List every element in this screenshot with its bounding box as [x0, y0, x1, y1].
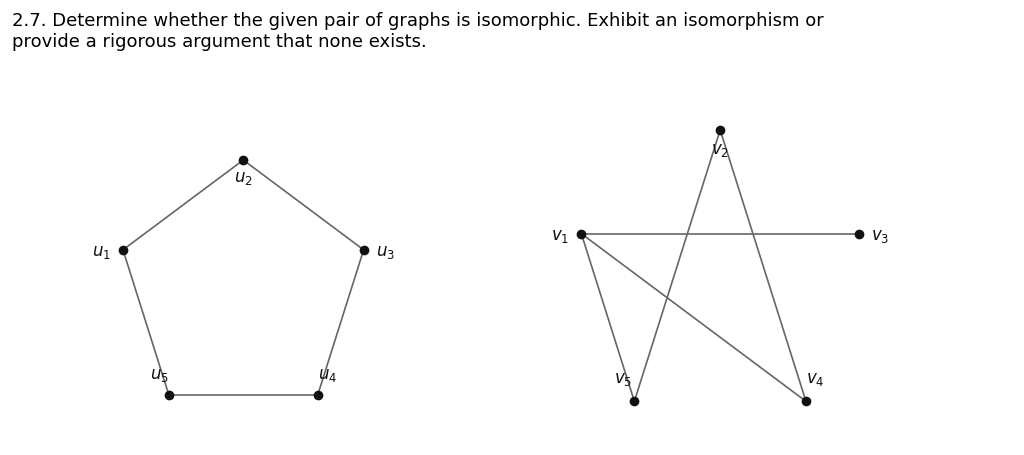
- Text: $\mathit{v}_{2}$: $\mathit{v}_{2}$: [711, 141, 729, 159]
- Text: $\mathit{v}_{3}$: $\mathit{v}_{3}$: [871, 227, 890, 245]
- Text: $\mathit{v}_{1}$: $\mathit{v}_{1}$: [551, 227, 569, 245]
- Text: $\mathit{u}_{5}$: $\mathit{u}_{5}$: [150, 366, 169, 384]
- Text: $\mathit{u}_{4}$: $\mathit{u}_{4}$: [317, 366, 337, 384]
- Text: $\mathit{u}_{3}$: $\mathit{u}_{3}$: [376, 243, 394, 261]
- Text: 2.7. Determine whether the given pair of graphs is isomorphic. Exhibit an isomor: 2.7. Determine whether the given pair of…: [11, 12, 823, 51]
- Text: $\mathit{u}_{2}$: $\mathit{u}_{2}$: [233, 169, 253, 187]
- Text: $\mathit{v}_{4}$: $\mathit{v}_{4}$: [807, 370, 825, 389]
- Text: $\mathit{u}_{1}$: $\mathit{u}_{1}$: [92, 243, 111, 261]
- Text: $\mathit{v}_{5}$: $\mathit{v}_{5}$: [613, 370, 632, 389]
